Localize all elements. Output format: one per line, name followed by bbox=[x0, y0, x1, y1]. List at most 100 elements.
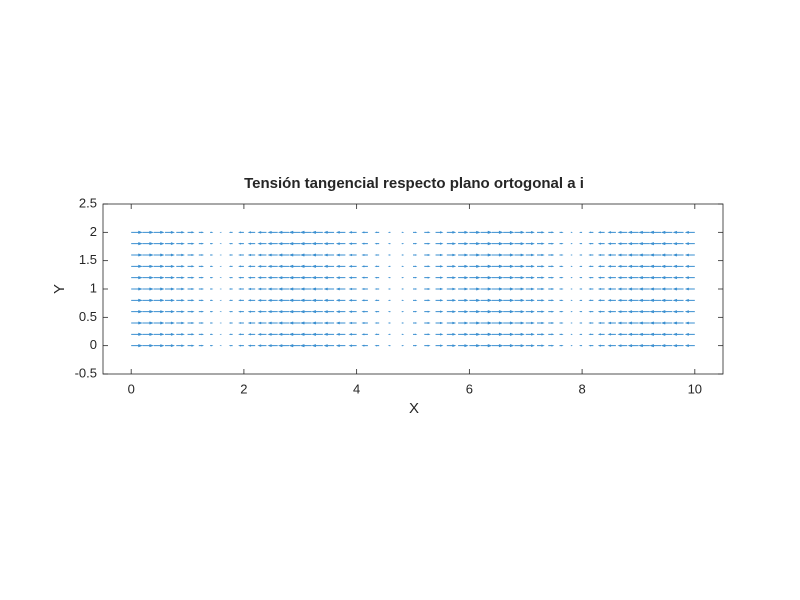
arrow bbox=[424, 231, 431, 234]
arrow bbox=[559, 242, 564, 245]
arrow bbox=[525, 310, 535, 313]
arrow bbox=[335, 299, 346, 302]
arrow bbox=[374, 322, 380, 324]
arrow bbox=[131, 253, 143, 257]
arrow bbox=[424, 242, 431, 245]
arrow bbox=[374, 333, 380, 336]
arrow bbox=[348, 253, 357, 257]
arrow bbox=[176, 265, 185, 268]
arrow bbox=[548, 276, 555, 279]
arrow bbox=[335, 321, 346, 325]
arrow bbox=[267, 264, 278, 268]
arrow bbox=[660, 321, 673, 325]
arrow bbox=[672, 344, 684, 348]
arrow bbox=[348, 242, 357, 245]
arrow bbox=[288, 264, 301, 268]
arrow bbox=[597, 253, 605, 257]
arrow bbox=[607, 242, 616, 245]
arrow bbox=[588, 265, 594, 268]
arrow bbox=[142, 230, 154, 234]
arrow bbox=[142, 332, 154, 336]
arrow bbox=[548, 299, 555, 302]
arrow bbox=[435, 265, 444, 268]
arrow bbox=[277, 321, 289, 325]
arrow bbox=[559, 231, 564, 234]
arrow bbox=[288, 344, 301, 348]
arrow bbox=[638, 332, 650, 336]
arrow bbox=[247, 299, 256, 302]
arrow bbox=[299, 287, 312, 291]
arrow bbox=[374, 299, 380, 302]
arrow bbox=[311, 230, 323, 234]
arrow bbox=[424, 276, 431, 279]
arrow bbox=[660, 276, 673, 280]
arrow bbox=[257, 310, 267, 313]
arrow bbox=[607, 321, 616, 325]
arrow bbox=[638, 242, 650, 246]
arrow bbox=[257, 265, 267, 268]
arrow bbox=[684, 287, 695, 291]
arrow bbox=[198, 265, 204, 268]
arrow bbox=[559, 344, 564, 347]
arrow bbox=[142, 264, 154, 268]
arrow bbox=[469, 242, 481, 246]
arrow bbox=[588, 288, 594, 290]
arrow bbox=[588, 344, 594, 347]
arrow bbox=[446, 253, 457, 257]
arrow bbox=[142, 287, 154, 291]
arrow bbox=[187, 276, 195, 279]
arrow bbox=[627, 310, 639, 314]
arrow bbox=[361, 310, 368, 313]
arrow bbox=[525, 333, 535, 336]
arrow bbox=[311, 310, 323, 314]
arrow bbox=[413, 231, 418, 234]
arrow bbox=[503, 298, 515, 302]
arrow bbox=[374, 265, 380, 268]
arrow bbox=[627, 242, 639, 246]
arrow bbox=[374, 310, 380, 313]
arrow bbox=[503, 310, 515, 314]
arrow bbox=[559, 288, 564, 290]
arrow bbox=[311, 287, 323, 291]
arrow bbox=[361, 288, 368, 290]
arrow bbox=[323, 287, 335, 291]
arrow bbox=[537, 321, 545, 325]
arrow bbox=[361, 265, 368, 268]
arrow bbox=[588, 276, 594, 279]
arrow bbox=[277, 264, 289, 268]
arrow bbox=[424, 254, 431, 256]
arrow bbox=[559, 322, 564, 324]
arrow bbox=[588, 242, 594, 245]
arrow bbox=[435, 253, 444, 257]
arrow bbox=[413, 288, 418, 290]
arrow bbox=[413, 310, 418, 313]
arrow bbox=[649, 298, 661, 302]
arrow bbox=[335, 310, 346, 313]
arrow bbox=[187, 310, 195, 313]
arrow bbox=[638, 276, 650, 280]
arrow bbox=[198, 333, 204, 336]
arrow bbox=[649, 321, 661, 325]
arrow bbox=[277, 242, 289, 246]
arrow bbox=[491, 264, 504, 268]
y-tick-label: 2.5 bbox=[79, 195, 97, 210]
arrow bbox=[480, 321, 493, 325]
arrow bbox=[257, 321, 267, 325]
arrow bbox=[607, 299, 616, 302]
arrow bbox=[458, 230, 469, 234]
arrow bbox=[165, 298, 175, 302]
arrow bbox=[649, 264, 661, 268]
arrow bbox=[311, 321, 323, 325]
arrow bbox=[153, 298, 165, 302]
arrow bbox=[361, 231, 368, 234]
arrow bbox=[257, 276, 267, 279]
arrow bbox=[335, 344, 346, 347]
arrow bbox=[617, 344, 628, 348]
arrow bbox=[588, 254, 594, 256]
arrow bbox=[323, 298, 335, 302]
arrow bbox=[198, 344, 204, 347]
arrow bbox=[374, 344, 380, 347]
arrow bbox=[267, 253, 278, 257]
arrow bbox=[247, 276, 256, 279]
arrow bbox=[424, 299, 431, 302]
